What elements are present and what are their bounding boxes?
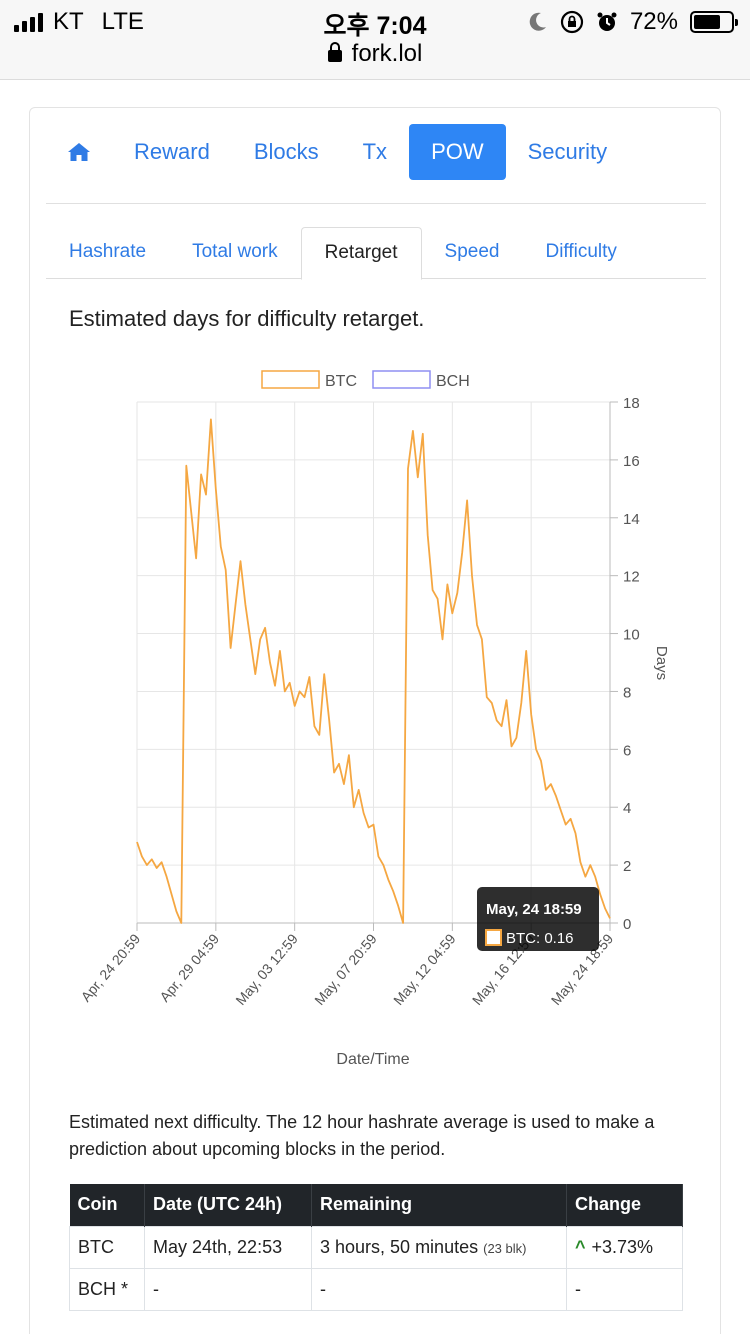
series-line-btc [136, 418, 611, 924]
table-header-row: Coin Date (UTC 24h) Remaining Change [69, 1184, 683, 1226]
col-remaining: Remaining [311, 1184, 567, 1226]
clock: 오후 7:04 [323, 12, 427, 40]
y-tick-label: 10 [623, 627, 640, 644]
tab-hashrate[interactable]: Hashrate [69, 241, 147, 262]
legend-swatch-btc [261, 370, 320, 389]
x-tick-label: May, 12 04:59 [390, 930, 459, 1008]
battery-icon [690, 11, 738, 33]
chart-tooltip [477, 887, 599, 951]
cell-coin: BCH * [69, 1267, 145, 1311]
col-coin: Coin [69, 1184, 145, 1226]
x-tick-label: Apr, 24 20:59 [77, 930, 143, 1004]
battery-percent: 72% [629, 8, 678, 35]
y-tick-label: 16 [623, 453, 640, 470]
moon-icon [529, 12, 546, 31]
carrier-name: KT [53, 8, 84, 35]
table-row: BCH * - - - [69, 1267, 683, 1311]
remaining-text: 3 hours, 50 minutes [320, 1236, 479, 1257]
tab-total-work[interactable]: Total work [192, 241, 278, 262]
cell-change: ^ +3.73% [566, 1225, 683, 1269]
lock-icon [327, 42, 342, 62]
tab-speed[interactable]: Speed [444, 241, 500, 262]
rotation-lock-icon [560, 10, 584, 34]
y-tick-label: 14 [623, 511, 640, 528]
nav-security[interactable]: Security [527, 139, 608, 164]
nav-reward[interactable]: Reward [134, 139, 210, 164]
nav-tx[interactable]: Tx [362, 139, 388, 164]
table-row: BTC May 24th, 22:53 3 hours, 50 minutes … [69, 1225, 683, 1269]
page-title: Estimated days for difficulty retarget. [69, 306, 425, 331]
signal-icon [14, 12, 43, 32]
status-left: KT LTE [14, 8, 144, 36]
tab-retarget[interactable]: Retarget [300, 227, 422, 280]
tab-difficulty[interactable]: Difficulty [545, 241, 617, 262]
content-card: Reward Blocks Tx POW Security Hashrate T… [29, 107, 721, 1334]
nav-blocks[interactable]: Blocks [253, 139, 319, 164]
block-count: (23 blk) [483, 1240, 527, 1256]
legend-label-btc: BTC [325, 373, 357, 390]
legend-label-bch: BCH [436, 373, 470, 390]
difficulty-table: Coin Date (UTC 24h) Remaining Change BTC… [69, 1184, 683, 1311]
cell-remaining: 3 hours, 50 minutes (23 blk) [311, 1225, 567, 1269]
network-type: LTE [101, 8, 144, 35]
y-tick-label: 12 [623, 569, 640, 586]
x-tick-label: May, 03 12:59 [232, 930, 301, 1008]
y-tick-label: 6 [623, 742, 631, 759]
alarm-icon [597, 12, 617, 31]
cell-coin: BTC [69, 1225, 145, 1269]
tooltip-title: May, 24 18:59 [486, 901, 582, 918]
y-axis-title: Days [653, 646, 670, 680]
nav-home[interactable] [46, 124, 112, 180]
x-axis-title: Date/Time [336, 1051, 409, 1068]
col-date: Date (UTC 24h) [144, 1184, 312, 1226]
change-value: +3.73% [591, 1236, 654, 1257]
status-right: 72% [528, 8, 738, 36]
tooltip-swatch [485, 929, 502, 946]
legend-swatch-bch [372, 370, 431, 389]
y-tick-label: 18 [623, 395, 640, 412]
cell-remaining: - [311, 1267, 567, 1311]
col-change: Change [566, 1184, 683, 1226]
url-text: fork.lol [351, 40, 423, 67]
arrow-up-icon: ^ [575, 1236, 586, 1257]
home-icon [68, 143, 90, 161]
y-tick-label: 8 [623, 684, 631, 701]
nav-pow[interactable]: POW [409, 124, 506, 180]
address-bar[interactable]: fork.lol [0, 40, 750, 68]
retarget-chart[interactable]: 0 2 4 6 8 10 12 14 16 18 Apr, 24 20:59 Apr, 29 04:5… [30, 358, 720, 1078]
y-tick-label: 0 [623, 916, 631, 933]
main-nav: Reward Blocks Tx POW Security [46, 124, 706, 204]
battery-fill [694, 15, 720, 29]
tooltip-label: BTC: 0.16 [506, 930, 574, 947]
cell-date: May 24th, 22:53 [144, 1225, 312, 1269]
prediction-description: Estimated next difficulty. The 12 hour h… [69, 1112, 655, 1159]
cell-date: - [144, 1267, 312, 1311]
status-bar: KT LTE 오후 7:04 fork.lol 72% [0, 0, 750, 80]
cell-change: - [566, 1267, 683, 1311]
sub-tabs: Hashrate Total work Retarget Speed Diffi… [46, 227, 706, 280]
x-tick-label: Apr, 29 04:59 [156, 930, 222, 1004]
y-tick-label: 4 [623, 800, 631, 817]
x-tick-label: May, 07 20:59 [311, 930, 380, 1008]
y-tick-label: 2 [623, 858, 631, 875]
